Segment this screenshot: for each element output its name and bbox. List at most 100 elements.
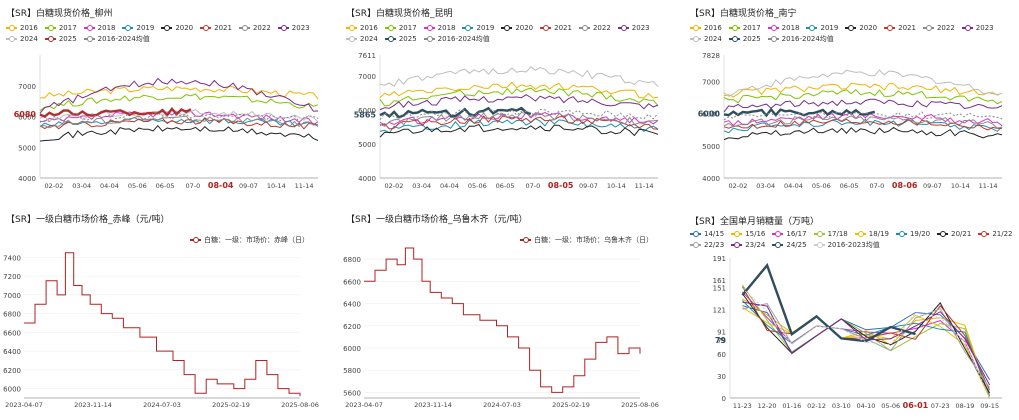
legend-label: 2017 [742, 24, 761, 32]
legend-item[interactable]: 2024 [6, 34, 38, 44]
legend-item[interactable]: 15/16 [731, 229, 765, 239]
y-tick-label: 30 [717, 373, 726, 381]
x-tick-label: 2023-04-07 [345, 401, 383, 409]
legend-item[interactable]: 2018 [423, 23, 455, 33]
legend-item[interactable]: 白糖：一级：市场价：乌鲁木齐（日） [520, 235, 653, 245]
legend-item[interactable]: 16/17 [772, 229, 807, 239]
series-line [39, 124, 319, 142]
legend-item[interactable]: 2023 [961, 23, 994, 33]
legend-item[interactable]: 22/23 [690, 240, 724, 250]
legend-item[interactable]: 2019 [462, 23, 494, 33]
chart-legend: 2016 2017 2018 2019 2020 2021 2022 2023 2024 2025… [690, 22, 1015, 44]
chart-title: 【SR】全国单月销糖量（万吨） [690, 217, 819, 227]
legend-label: 2016 [704, 24, 722, 32]
chart-plot: 6000 6200 6400 6600 6800 7000 7200 7400 2023-04-… [3, 252, 319, 409]
legend-item[interactable]: 24/25 [772, 240, 807, 250]
legend-item[interactable]: 21/22 [978, 229, 1013, 239]
x-tick-label: 06-05 [156, 182, 175, 190]
y-tick-label: 6000 [343, 345, 361, 353]
legend-item[interactable]: 2016-2023均值 [813, 240, 880, 250]
legend-item[interactable]: 20/21 [937, 229, 971, 239]
legend-item[interactable]: 白糖：一级：市场价：赤峰（日） [190, 235, 309, 245]
legend-item[interactable]: 2025 [384, 34, 417, 44]
legend-item[interactable]: 2016-2024均值 [423, 34, 490, 44]
legend-item[interactable]: 2017 [44, 23, 77, 33]
x-tick-label: 11-14 [635, 182, 654, 190]
legend-swatch [83, 25, 95, 31]
x-tick-label-current: 08-06 [892, 181, 918, 190]
legend-item[interactable]: 2020 [161, 23, 193, 33]
legend-item[interactable]: 2021 [200, 23, 232, 33]
chart-title: 【SR】白糖现货价格_昆明 [346, 9, 453, 19]
legend-item[interactable]: 14/15 [690, 229, 724, 239]
legend-item[interactable]: 2016-2024均值 [767, 34, 834, 44]
legend-label: 2016 [20, 24, 38, 32]
chart-legend: 白糖：一级：市场价：赤峰（日） [190, 234, 330, 245]
x-tick-label: 2024-07-03 [143, 401, 181, 409]
x-tick-label: 12-20 [758, 402, 777, 410]
legend-item[interactable]: 18/19 [854, 229, 889, 239]
x-tick-label: 02-02 [384, 182, 403, 190]
y-tick-label: 5600 [343, 389, 361, 397]
legend-item[interactable]: 2018 [767, 23, 799, 33]
y-tick-label: 6400 [3, 348, 21, 356]
legend-item[interactable]: 2022 [922, 23, 955, 33]
chart-plot: 4000 5000 6000 7000 7828 02-02 03-04 04-04 05-06… [698, 52, 1003, 190]
legend-item[interactable]: 2016 [6, 23, 38, 33]
y-tick-label: 7000 [702, 79, 720, 87]
legend-item[interactable]: 23/24 [731, 240, 765, 250]
legend-swatch [937, 231, 949, 237]
legend-label: 2017 [58, 24, 77, 32]
legend-item[interactable]: 2023 [277, 23, 310, 33]
series-line [39, 77, 319, 114]
x-tick-label-current: 08-04 [208, 181, 234, 190]
legend-item[interactable]: 2020 [501, 23, 533, 33]
legend-item[interactable]: 2017 [384, 23, 417, 33]
legend-item[interactable]: 2021 [540, 23, 572, 33]
current-value-label: 79 [715, 336, 727, 345]
series-line [742, 298, 991, 399]
y-tick-label: 6200 [343, 323, 361, 331]
legend-item[interactable]: 2016 [690, 23, 722, 33]
y-tick-label: 6400 [343, 301, 361, 309]
series-line [742, 291, 991, 399]
series-line [742, 287, 991, 399]
x-tick-label: 06-05 [840, 182, 859, 190]
series-line [742, 300, 991, 396]
legend-item[interactable]: 2022 [238, 23, 271, 33]
series-line [24, 252, 301, 397]
x-tick-label: 2025-02-19 [552, 401, 590, 409]
legend-item[interactable]: 2018 [83, 23, 115, 33]
legend-item[interactable]: 19/20 [895, 229, 930, 239]
legend-label: 2019 [820, 24, 839, 32]
x-tick-label: 09-07 [579, 182, 598, 190]
legend-item[interactable]: 2023 [617, 23, 650, 33]
legend-item[interactable]: 2024 [346, 34, 378, 44]
y-tick-label: 7400 [3, 254, 21, 262]
series-line [723, 115, 1003, 129]
legend-item[interactable]: 17/18 [813, 229, 848, 239]
x-tick-label: 01-16 [782, 402, 801, 410]
legend-label: 2025 [58, 35, 77, 43]
x-tick-label: 03-04 [412, 182, 431, 190]
legend-item[interactable]: 2020 [845, 23, 877, 33]
legend-label: 2022 [592, 24, 611, 32]
legend-swatch [978, 231, 990, 237]
legend-label: 2025 [742, 35, 761, 43]
legend-item[interactable]: 2022 [578, 23, 611, 33]
legend-item[interactable]: 2025 [44, 34, 77, 44]
legend-item[interactable]: 2021 [884, 23, 916, 33]
y-tick-label: 6600 [343, 278, 361, 286]
legend-item[interactable]: 2016-2024均值 [83, 34, 150, 44]
x-tick-label: 06-05 [496, 182, 515, 190]
legend-item[interactable]: 2016 [346, 23, 378, 33]
legend-item[interactable]: 2017 [728, 23, 761, 33]
legend-item[interactable]: 2024 [690, 34, 722, 44]
legend-item[interactable]: 2019 [122, 23, 154, 33]
legend-swatch [731, 231, 743, 237]
x-tick-label: 03-04 [72, 182, 91, 190]
x-tick-label: 02-02 [728, 182, 747, 190]
legend-item[interactable]: 2019 [806, 23, 838, 33]
legend-swatch [895, 231, 907, 237]
legend-item[interactable]: 2025 [728, 34, 761, 44]
